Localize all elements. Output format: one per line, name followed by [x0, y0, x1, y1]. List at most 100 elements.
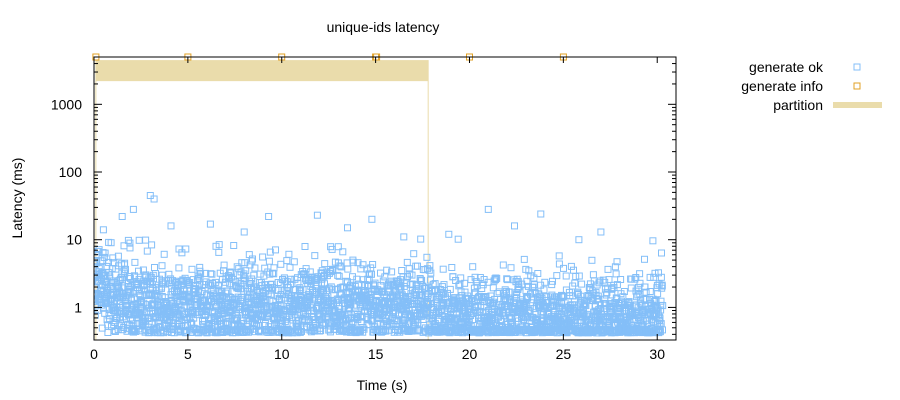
- y-tick-label: 10: [66, 232, 82, 248]
- generate-ok-point: [597, 228, 605, 236]
- generate-ok-point: [649, 237, 657, 245]
- generate-ok-point: [650, 298, 658, 305]
- generate-ok-point: [226, 268, 234, 276]
- generate-ok-point: [287, 275, 295, 283]
- generate-ok-point: [511, 222, 518, 230]
- generate-ok-point: [337, 263, 345, 271]
- generate-ok-point: [344, 265, 352, 273]
- generate-ok-point: [582, 302, 590, 310]
- generate-ok-point: [240, 228, 248, 236]
- generate-ok-point: [158, 262, 166, 270]
- generate-ok-point: [658, 249, 665, 257]
- generate-ok-point: [654, 290, 662, 298]
- generate-ok-point: [581, 301, 589, 309]
- generate-ok-point: [523, 277, 531, 285]
- x-tick-label: 10: [274, 346, 290, 362]
- generate-ok-point: [426, 262, 434, 270]
- generate-ok-point: [265, 213, 273, 220]
- generate-ok-point: [261, 321, 268, 329]
- generate-ok-point: [126, 273, 133, 280]
- generate-ok-point: [272, 246, 279, 254]
- generate-ok-point: [395, 278, 403, 286]
- x-tick-label: 15: [368, 346, 384, 362]
- legend-swatch-marker: [853, 82, 861, 90]
- generate-ok-point: [471, 273, 479, 281]
- axis-layer: 0 5 10 15 20 25 30 1 10 100 1000: [51, 56, 676, 362]
- generate-ok-point: [129, 205, 137, 213]
- generate-ok-point: [136, 287, 144, 295]
- generate-ok-point: [151, 264, 158, 271]
- generate-ok-point: [190, 324, 198, 332]
- generate-ok-point: [101, 249, 109, 257]
- generate-ok-point: [469, 263, 477, 271]
- generate-ok-point: [636, 270, 644, 278]
- generate-ok-point: [414, 262, 421, 270]
- generate-ok-point: [222, 289, 230, 297]
- generate-ok-point: [478, 285, 486, 292]
- generate-ok-point: [489, 284, 497, 292]
- generate-ok-point: [636, 279, 644, 287]
- legend-label: partition: [773, 97, 823, 113]
- generate-ok-point: [423, 253, 431, 261]
- points-layer: [94, 192, 667, 337]
- generate-ok-point: [499, 261, 507, 269]
- generate-ok-point: [398, 267, 406, 274]
- generate-ok-point: [329, 266, 337, 274]
- generate-ok-point: [344, 224, 351, 232]
- generate-ok-point: [410, 250, 418, 258]
- generate-ok-point: [451, 294, 459, 302]
- generate-ok-point: [336, 262, 344, 270]
- generate-ok-point: [285, 250, 293, 258]
- generate-ok-point: [659, 326, 666, 334]
- generate-ok-point: [215, 241, 223, 249]
- generate-ok-point: [313, 211, 321, 219]
- generate-ok-point: [175, 264, 183, 272]
- generate-ok-point: [589, 271, 597, 279]
- generate-ok-point: [259, 253, 267, 261]
- generate-ok-point: [617, 276, 625, 283]
- generate-ok-point: [575, 272, 583, 280]
- generate-ok-point: [131, 258, 139, 266]
- generate-ok-point: [283, 313, 291, 321]
- generate-ok-point: [612, 270, 620, 278]
- generate-ok-point: [158, 271, 166, 279]
- generate-ok-point: [301, 243, 309, 250]
- generate-ok-point: [493, 290, 501, 297]
- generate-ok-point: [130, 327, 138, 334]
- generate-ok-point: [641, 283, 649, 291]
- generate-ok-point: [256, 270, 264, 278]
- generate-ok-point: [657, 306, 665, 314]
- generate-ok-point: [165, 270, 173, 278]
- generate-ok-point: [334, 243, 342, 251]
- generate-ok-point: [567, 262, 575, 270]
- generate-ok-point: [151, 270, 159, 277]
- partition-band-0: [95, 60, 429, 82]
- x-axis-label: Time (s): [357, 377, 408, 393]
- x-tick-label: 20: [462, 346, 478, 362]
- generate-ok-point: [399, 273, 407, 281]
- generate-ok-point: [154, 294, 162, 302]
- generate-ok-point: [135, 236, 143, 244]
- generate-ok-point: [457, 288, 465, 296]
- generate-ok-point: [266, 248, 274, 256]
- generate-ok-point: [327, 268, 335, 276]
- generate-ok-point: [400, 233, 408, 241]
- generate-ok-point: [540, 286, 548, 294]
- generate-ok-point: [470, 297, 478, 305]
- generate-ok-point: [562, 272, 570, 280]
- generate-ok-point: [99, 226, 107, 234]
- generate-ok-point: [493, 274, 501, 282]
- generate-ok-point: [230, 242, 238, 249]
- generate-ok-point: [650, 273, 658, 281]
- generate-ok-point: [484, 205, 492, 213]
- generate-ok-point: [559, 292, 567, 300]
- generate-ok-point: [119, 326, 127, 334]
- generate-ok-point: [656, 315, 664, 323]
- generate-ok-point: [353, 275, 361, 283]
- generate-ok-point: [312, 320, 319, 328]
- generate-ok-point: [197, 270, 205, 278]
- generate-ok-point: [553, 272, 561, 280]
- legend-label: generate ok: [749, 59, 824, 75]
- generate-ok-point: [126, 244, 134, 252]
